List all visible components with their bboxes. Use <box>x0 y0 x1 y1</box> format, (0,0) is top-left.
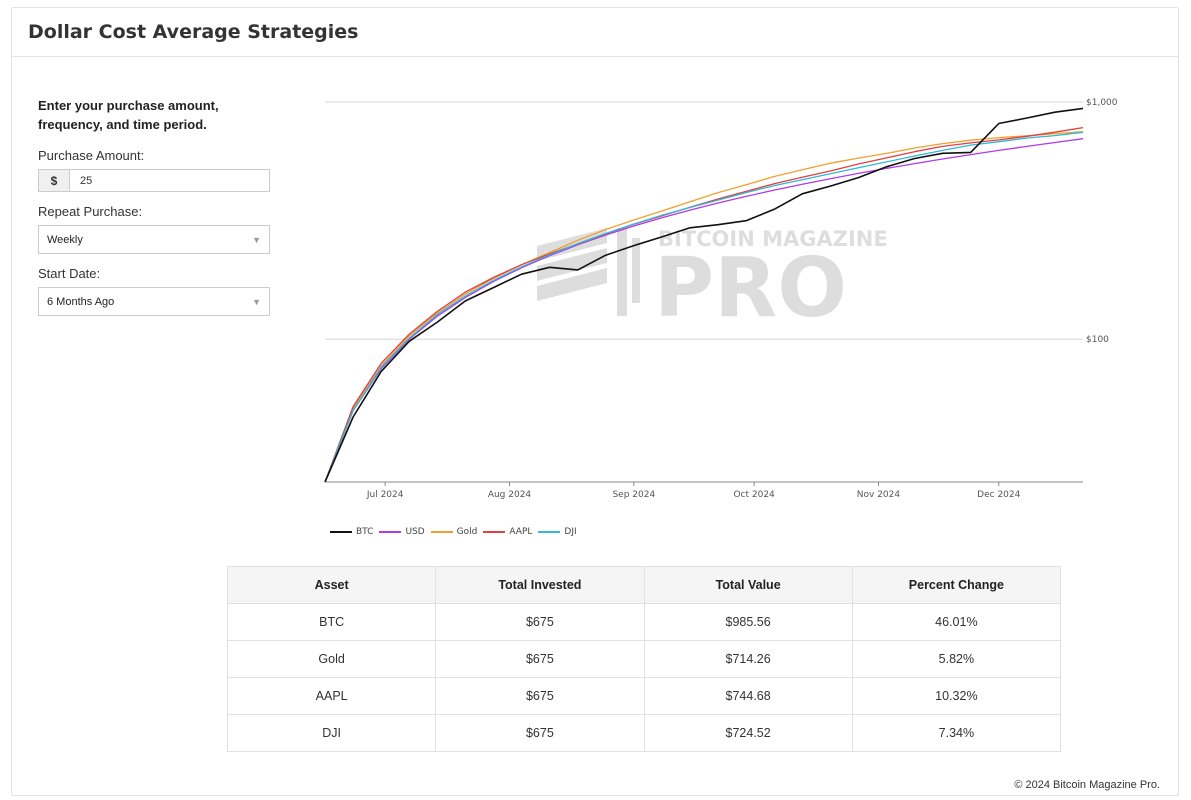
watermark-line2: PRO <box>654 241 847 336</box>
legend-swatch <box>538 531 561 533</box>
y-tick-label: $100 <box>1086 335 1109 345</box>
repeat-purchase-select[interactable]: Weekly ▼ <box>38 225 270 254</box>
legend-swatch <box>483 531 506 533</box>
cell-invested: $675 <box>435 677 645 715</box>
chart-grid: $100 $1,000 <box>325 98 1118 345</box>
card-header: Dollar Cost Average Strategies <box>12 8 1178 57</box>
legend-item-dji[interactable]: DJI <box>538 527 577 537</box>
cell-change: 46.01% <box>851 603 1062 641</box>
cell-value: $985.56 <box>643 603 853 641</box>
legend-item-btc[interactable]: BTC <box>330 527 373 537</box>
chart-legend: BTC USD Gold AAPL DJI <box>330 527 583 537</box>
table-row: BTC $675 $985.56 46.01% <box>226 603 1062 641</box>
series-line-usd <box>324 138 1084 483</box>
series-line-aapl <box>324 126 1084 483</box>
results-table: Asset Total Invested Total Value Percent… <box>226 566 1062 752</box>
legend-item-aapl[interactable]: AAPL <box>483 527 532 537</box>
cell-invested: $675 <box>435 603 645 641</box>
x-tick-label: Aug 2024 <box>488 490 532 500</box>
legend-label: DJI <box>564 527 577 537</box>
purchase-amount-group: $ <box>38 169 270 192</box>
x-tick-label: Dec 2024 <box>977 490 1020 500</box>
cell-value: $724.52 <box>643 714 853 752</box>
table-row: AAPL $675 $744.68 10.32% <box>226 677 1062 715</box>
watermark-line1: BITCOIN MAGAZINE <box>658 227 888 251</box>
cell-value: $714.26 <box>643 640 853 678</box>
cell-asset: Gold <box>226 640 437 678</box>
legend-swatch <box>330 531 352 533</box>
cell-asset: BTC <box>226 603 437 641</box>
x-tick-label: Sep 2024 <box>612 490 655 500</box>
purchase-amount-input[interactable] <box>70 170 269 191</box>
cell-value: $744.68 <box>643 677 853 715</box>
legend-label: Gold <box>456 527 478 537</box>
x-tick-label: Nov 2024 <box>857 490 901 500</box>
dca-card: Dollar Cost Average Strategies Enter you… <box>11 7 1179 796</box>
footer-copyright: © 2024 Bitcoin Magazine Pro. <box>1014 779 1160 791</box>
cell-asset: AAPL <box>226 677 437 715</box>
table-row: DJI $675 $724.52 7.34% <box>226 714 1062 752</box>
start-date-label: Start Date: <box>38 266 101 281</box>
chart-series <box>324 107 1084 483</box>
purchase-amount-label: Purchase Amount: <box>38 148 145 163</box>
dca-line-chart: $100 $1,000 BITCOIN MAGAZINE PRO Jul 2024… <box>324 98 1118 500</box>
start-date-value: 6 Months Ago <box>47 295 115 308</box>
repeat-purchase-value: Weekly <box>47 233 83 246</box>
purchase-form: Enter your purchase amount, frequency, a… <box>38 96 270 316</box>
table-row: Gold $675 $714.26 5.82% <box>226 640 1062 678</box>
x-tick-label: Oct 2024 <box>733 490 775 500</box>
series-line-gold <box>324 130 1084 483</box>
form-intro: Enter your purchase amount, frequency, a… <box>38 98 219 132</box>
legend-item-gold[interactable]: Gold <box>430 527 478 537</box>
currency-addon: $ <box>39 170 70 191</box>
x-tick-label: Jul 2024 <box>366 490 404 500</box>
repeat-purchase-label: Repeat Purchase: <box>38 204 143 219</box>
page-title: Dollar Cost Average Strategies <box>28 21 359 43</box>
watermark-logo: BITCOIN MAGAZINE PRO <box>537 227 888 336</box>
header-total-invested: Total Invested <box>435 566 645 604</box>
cell-asset: DJI <box>226 714 437 752</box>
start-date-select[interactable]: 6 Months Ago ▼ <box>38 287 270 316</box>
series-line-dji <box>324 131 1084 483</box>
legend-label: AAPL <box>509 527 533 537</box>
x-axis: Jul 2024 Aug 2024 Sep 2024 Oct 2024 Nov 2024… <box>325 481 1083 500</box>
cell-invested: $675 <box>435 714 645 752</box>
table-header-row: Asset Total Invested Total Value Percent… <box>226 566 1062 604</box>
cell-invested: $675 <box>435 640 645 678</box>
header-asset: Asset <box>226 566 437 604</box>
chevron-down-icon: ▼ <box>252 296 261 307</box>
cell-change: 7.34% <box>851 714 1062 752</box>
legend-swatch <box>379 531 402 533</box>
legend-label: BTC <box>356 527 374 537</box>
series-line-btc <box>324 107 1084 483</box>
cell-change: 10.32% <box>851 677 1062 715</box>
chevron-down-icon: ▼ <box>252 234 261 245</box>
legend-item-usd[interactable]: USD <box>379 527 425 537</box>
header-total-value: Total Value <box>643 566 853 604</box>
cell-change: 5.82% <box>851 640 1062 678</box>
y-tick-label: $1,000 <box>1086 98 1118 108</box>
legend-swatch <box>430 531 453 533</box>
header-percent-change: Percent Change <box>851 566 1062 604</box>
legend-label: USD <box>405 527 425 537</box>
